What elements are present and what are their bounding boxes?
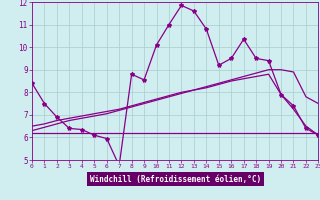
X-axis label: Windchill (Refroidissement éolien,°C): Windchill (Refroidissement éolien,°C) [90,175,261,184]
